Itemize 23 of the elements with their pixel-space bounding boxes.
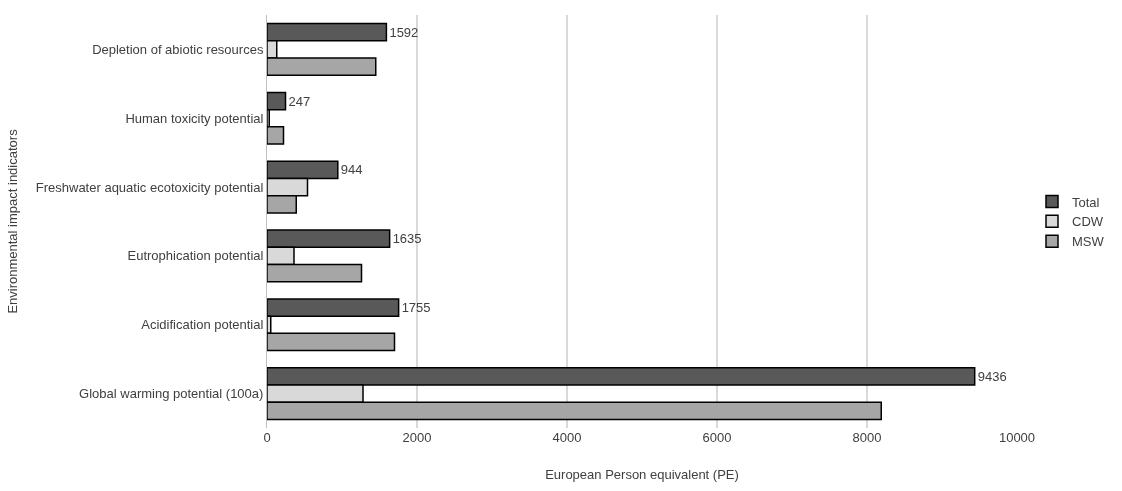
y-tick-label: Depletion of abiotic resources: [92, 41, 264, 57]
x-tick-label: 6000: [702, 430, 732, 445]
x-tick-label: 0: [263, 430, 271, 445]
x-tick-label: 2000: [402, 430, 432, 445]
data-label: 1755: [401, 300, 431, 316]
data-label: 1635: [392, 231, 422, 247]
legend-label: MSW: [1072, 234, 1105, 250]
y-axis-title: Environmental impact indicators: [4, 128, 20, 314]
y-tick-label: Global warming potential (100a): [79, 386, 264, 402]
data-label: 1592: [389, 24, 419, 40]
data-label: 9436: [977, 368, 1007, 384]
x-tick-label: 4000: [552, 430, 582, 445]
y-tick-label: Freshwater aquatic ecotoxicity potential: [35, 179, 264, 195]
x-tick-label: 8000: [852, 430, 882, 445]
y-tick-label: Human toxicity potential: [125, 110, 264, 126]
y-tick-label: Eutrophication potential: [127, 248, 264, 264]
legend-label: CDW: [1072, 214, 1104, 230]
x-axis-title: European Person equivalent (PE): [545, 466, 739, 482]
data-label: 944: [340, 162, 363, 178]
x-tick-label: 10000: [998, 430, 1036, 445]
y-tick-label: Acidification potential: [141, 317, 264, 333]
data-label: 247: [288, 93, 311, 109]
legend-label: Total: [1072, 194, 1100, 210]
